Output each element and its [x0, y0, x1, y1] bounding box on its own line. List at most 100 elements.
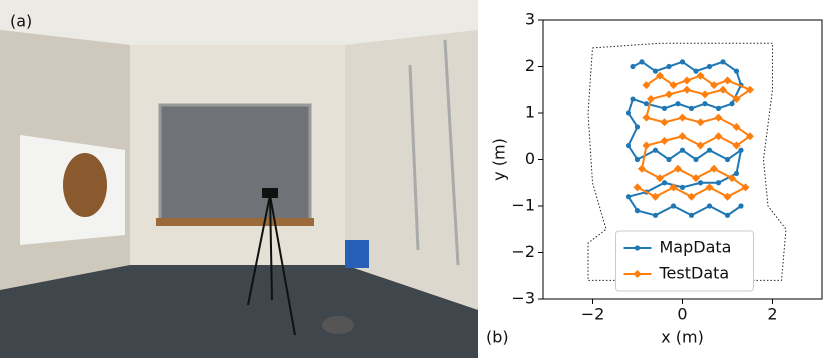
diamond-marker	[701, 90, 709, 99]
floor-drain	[322, 316, 354, 334]
tripod-leg	[269, 194, 296, 336]
circle-marker	[652, 212, 659, 218]
diamond-marker	[638, 164, 646, 173]
circle-marker	[630, 63, 636, 70]
diamond-marker	[678, 113, 687, 122]
circle-marker	[688, 212, 695, 218]
circle-marker	[634, 245, 641, 251]
legend-label: TestData	[659, 264, 730, 283]
diamond-marker	[705, 183, 714, 192]
diamond-marker	[696, 141, 705, 150]
circle-marker	[688, 105, 695, 111]
diamond-marker	[714, 132, 723, 141]
circle-marker	[693, 156, 699, 163]
circle-marker	[643, 101, 650, 107]
diamond-marker	[732, 141, 741, 150]
y-axis-label: y (m)	[490, 138, 509, 181]
circle-marker	[625, 110, 632, 116]
circle-marker	[724, 212, 731, 218]
diamond-marker	[710, 164, 718, 173]
panel-label: (a)	[10, 12, 32, 31]
circle-marker	[706, 203, 713, 209]
room-photo	[0, 0, 478, 358]
circle-marker	[675, 101, 681, 107]
right-wall	[345, 30, 478, 310]
bin	[345, 240, 369, 268]
circle-marker	[666, 63, 672, 70]
diamond-marker	[696, 71, 705, 80]
circle-marker	[706, 147, 713, 153]
diamond-marker	[642, 141, 651, 150]
circle-marker	[630, 96, 636, 102]
circle-marker	[724, 156, 731, 163]
tripod-leg	[247, 194, 271, 306]
circle-marker	[679, 184, 686, 190]
circle-marker	[679, 59, 686, 65]
diamond-marker	[642, 113, 651, 122]
legend-box	[615, 230, 754, 292]
x-tick-label: 2	[767, 305, 777, 324]
diamond-marker	[633, 270, 642, 278]
x-tick-label: 0	[677, 305, 687, 324]
diamond-marker	[728, 174, 736, 183]
plot: −2 0 2 −3 −2 −1 0 1 2 3 x (m) y (m) MapData TestData	[490, 10, 823, 347]
y-tick-label: 1	[525, 103, 535, 122]
diamond-marker	[723, 76, 732, 85]
series-line	[637, 74, 753, 198]
circle-marker	[720, 59, 726, 65]
circle-marker	[697, 180, 704, 186]
diamond-marker	[647, 95, 655, 104]
diamond-marker	[692, 174, 700, 183]
circle-marker	[738, 147, 744, 153]
circle-marker	[670, 203, 677, 209]
circle-marker	[639, 59, 645, 65]
shelf	[156, 218, 314, 226]
diamond-marker	[714, 113, 723, 122]
boundary-line	[587, 42, 787, 281]
diamond-marker	[696, 118, 705, 127]
circle-marker	[625, 194, 632, 200]
diamond-marker	[723, 192, 732, 201]
y-tick-label: 2	[525, 56, 535, 75]
wall-rail	[443, 39, 460, 266]
circle-marker	[729, 101, 735, 107]
circle-marker	[733, 170, 740, 177]
diamond-marker	[656, 71, 664, 80]
diamond-marker	[746, 132, 754, 141]
diamond-marker	[741, 183, 750, 192]
tripod-leg	[269, 194, 273, 301]
diamond-marker	[683, 85, 691, 94]
circle-marker	[702, 101, 708, 107]
diamond-marker	[732, 122, 741, 131]
panel-label: (b)	[486, 328, 509, 347]
diamond-marker	[651, 192, 660, 201]
circle-marker	[715, 180, 722, 186]
circle-marker	[693, 68, 699, 74]
circle-marker	[706, 63, 713, 70]
diamond-marker	[746, 85, 754, 94]
circle-marker	[715, 105, 722, 111]
circle-marker	[652, 68, 659, 74]
circle-marker	[666, 156, 672, 163]
y-tick-label: −3	[511, 289, 535, 308]
diamond-marker	[669, 183, 678, 192]
diamond-marker	[656, 174, 664, 183]
diamond-marker	[660, 118, 669, 127]
y-tick-label: −1	[511, 196, 535, 215]
x-tick-label: −2	[581, 305, 605, 324]
mascot	[63, 153, 107, 217]
y-tick-label: 0	[525, 149, 535, 168]
camera	[262, 188, 278, 198]
legend-label: MapData	[660, 238, 732, 257]
diamond-marker	[633, 183, 642, 192]
circle-marker	[661, 105, 668, 111]
wall-rail	[408, 64, 420, 251]
diamond-marker	[678, 132, 687, 141]
circle-marker	[679, 147, 686, 153]
x-axis-label: x (m)	[661, 328, 704, 347]
circle-marker	[733, 68, 740, 74]
y-tick-label: 3	[525, 10, 535, 29]
circle-marker	[634, 156, 641, 163]
